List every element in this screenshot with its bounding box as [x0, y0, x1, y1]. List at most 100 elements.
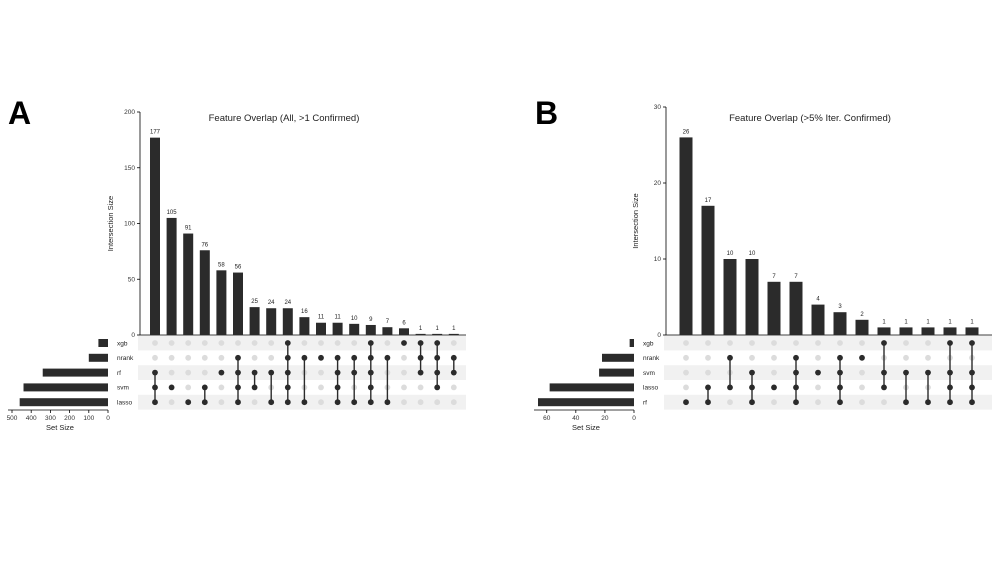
intersection-bar [767, 281, 781, 335]
set-size-bar [549, 383, 634, 392]
matrix-dot-filled [334, 384, 341, 391]
matrix-dot-filled [318, 354, 324, 361]
intersection-bar [282, 308, 293, 335]
matrix-dot-filled [251, 369, 258, 376]
matrix-dot-empty [771, 354, 777, 361]
matrix-dot-filled [749, 369, 755, 376]
matrix-dot-filled [251, 384, 258, 391]
intersection-bar [216, 270, 227, 335]
matrix-dot-empty [434, 399, 441, 406]
matrix-dot-empty [749, 340, 755, 346]
bar-value-label: 9 [369, 317, 373, 323]
intersection-bar [723, 259, 737, 335]
matrix-dot-filled [284, 369, 291, 376]
matrix-dot-filled [859, 354, 865, 361]
matrix-dot-empty [815, 354, 821, 361]
matrix-dot-filled [903, 369, 909, 376]
bar-value-label: 25 [251, 299, 258, 305]
matrix-dot-empty [705, 369, 711, 376]
matrix-dot-filled [384, 354, 391, 361]
matrix-dot-empty [201, 340, 208, 346]
matrix-dot-filled [401, 340, 407, 346]
matrix-dot-filled [351, 354, 358, 361]
matrix-dot-empty [450, 399, 457, 406]
bar-value-label: 2 [860, 312, 864, 318]
matrix-dot-filled [793, 354, 799, 361]
matrix-dot-filled [334, 369, 341, 376]
intersection-bar [811, 304, 825, 335]
bar-value-label: 26 [683, 129, 690, 135]
matrix-dot-filled [334, 354, 341, 361]
set-size-axis-title: Set Size [46, 423, 74, 432]
set-size-tick-label: 0 [632, 415, 636, 422]
chart-title: Feature Overlap (All, >1 Confirmed) [209, 113, 360, 124]
matrix-dot-empty [351, 340, 358, 346]
matrix-dot-filled [185, 399, 192, 406]
matrix-dot-empty [705, 354, 711, 361]
matrix-dot-filled [235, 399, 241, 406]
set-size-tick-label: 0 [106, 415, 110, 422]
bar-value-label: 177 [150, 130, 161, 136]
matrix-dot-filled [881, 369, 887, 376]
matrix-dot-filled [367, 340, 374, 346]
matrix-dot-filled [284, 354, 291, 361]
matrix-dot-filled [683, 399, 689, 406]
bar-value-label: 11 [318, 315, 325, 321]
matrix-dot-empty [251, 399, 258, 406]
set-label: lasso [643, 385, 659, 392]
matrix-dot-filled [749, 399, 755, 406]
matrix-dot-empty [903, 354, 909, 361]
set-label: xgb [117, 340, 128, 347]
matrix-dot-filled [268, 399, 275, 406]
intersection-bar [365, 324, 376, 335]
y-axis-title: Intersection Size [631, 193, 640, 248]
matrix-dot-filled [793, 384, 799, 391]
matrix-dot-empty [881, 399, 887, 406]
bar-value-label: 7 [386, 319, 390, 325]
matrix-dot-filled [168, 384, 175, 391]
matrix-dot-empty [218, 340, 225, 346]
matrix-dot-filled [705, 384, 711, 391]
matrix-dot-filled [201, 384, 208, 391]
y-tick-label: 0 [657, 332, 661, 339]
matrix-dot-filled [152, 369, 158, 376]
matrix-dot-empty [301, 340, 308, 346]
matrix-dot-filled [969, 384, 975, 391]
bar-value-label: 1 [904, 319, 908, 325]
intersection-bar [943, 327, 957, 335]
matrix-dot-filled [301, 399, 308, 406]
intersection-bar [316, 322, 326, 335]
set-size-bar [629, 339, 634, 347]
matrix-dot-filled [947, 340, 953, 346]
intersection-bar [855, 319, 869, 335]
set-size-bar [42, 368, 108, 377]
matrix-dot-empty [771, 369, 777, 376]
matrix-dot-filled [434, 369, 441, 376]
set-label: lasso [117, 400, 133, 407]
matrix-dot-filled [969, 340, 975, 346]
matrix-dot-empty [705, 340, 711, 346]
matrix-dot-filled [235, 354, 241, 361]
matrix-dot-empty [318, 399, 324, 406]
matrix-dot-filled [301, 354, 308, 361]
bar-value-label: 1 [970, 319, 974, 325]
bar-value-label: 1 [452, 326, 456, 332]
matrix-dot-filled [925, 369, 931, 376]
bar-value-label: 58 [218, 262, 225, 268]
matrix-dot-empty [168, 369, 175, 376]
matrix-dot-empty [152, 340, 158, 346]
matrix-dot-filled [705, 399, 711, 406]
intersection-bar [349, 323, 360, 335]
bar-value-label: 7 [772, 274, 776, 280]
matrix-dot-filled [903, 399, 909, 406]
matrix-dot-filled [434, 340, 441, 346]
intersection-bar [745, 259, 759, 335]
matrix-dot-empty [749, 354, 755, 361]
bar-value-label: 1 [948, 319, 952, 325]
matrix-dot-empty [925, 354, 931, 361]
set-size-tick-label: 40 [572, 415, 580, 422]
matrix-dot-empty [815, 340, 821, 346]
matrix-dot-empty [268, 340, 275, 346]
set-size-bar [538, 398, 634, 407]
